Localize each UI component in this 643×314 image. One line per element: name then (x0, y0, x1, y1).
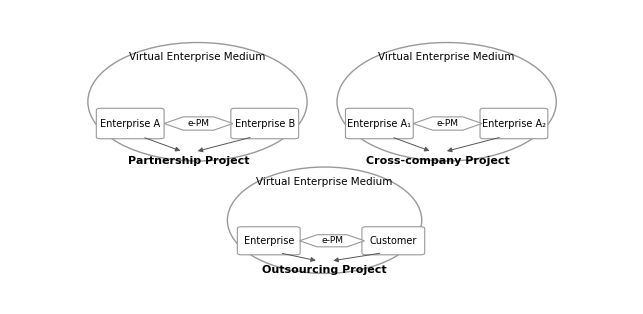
Polygon shape (413, 117, 482, 130)
Polygon shape (164, 117, 233, 130)
Text: e-PM: e-PM (188, 119, 210, 128)
FancyBboxPatch shape (96, 108, 164, 139)
Text: e-PM: e-PM (437, 119, 458, 128)
FancyBboxPatch shape (231, 108, 298, 139)
Text: Enterprise A₂: Enterprise A₂ (482, 118, 546, 128)
Text: Virtual Enterprise Medium: Virtual Enterprise Medium (129, 52, 266, 62)
Text: Outsourcing Project: Outsourcing Project (262, 265, 387, 275)
Text: Virtual Enterprise Medium: Virtual Enterprise Medium (257, 177, 393, 187)
FancyBboxPatch shape (362, 227, 425, 255)
Text: Customer: Customer (370, 236, 417, 246)
FancyBboxPatch shape (480, 108, 548, 139)
Text: Enterprise A₁: Enterprise A₁ (347, 118, 412, 128)
Text: e-PM: e-PM (321, 236, 343, 245)
Text: Enterprise A: Enterprise A (100, 118, 160, 128)
Text: Enterprise B: Enterprise B (235, 118, 295, 128)
FancyBboxPatch shape (345, 108, 413, 139)
Text: Enterprise: Enterprise (244, 236, 294, 246)
Text: Virtual Enterprise Medium: Virtual Enterprise Medium (379, 52, 515, 62)
Polygon shape (300, 235, 365, 247)
Text: Cross-company Project: Cross-company Project (367, 156, 510, 166)
Text: Partnership Project: Partnership Project (128, 156, 249, 166)
FancyBboxPatch shape (237, 227, 300, 255)
